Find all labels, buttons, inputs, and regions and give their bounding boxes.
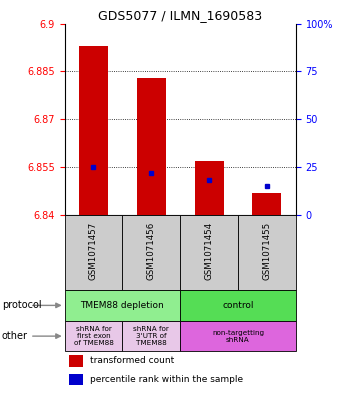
Bar (137, 78, 166, 215)
Text: protocol: protocol (2, 300, 41, 310)
Bar (238, 215, 296, 290)
Text: GSM1071454: GSM1071454 (205, 222, 214, 280)
Bar (194, 161, 224, 215)
Text: GSM1071455: GSM1071455 (262, 222, 271, 280)
Bar (65, 290, 180, 321)
Text: control: control (222, 301, 254, 310)
Text: GSM1071456: GSM1071456 (147, 222, 156, 280)
Text: shRNA for
3'UTR of
TMEM88: shRNA for 3'UTR of TMEM88 (133, 326, 169, 346)
Text: shRNA for
first exon
of TMEM88: shRNA for first exon of TMEM88 (73, 326, 114, 346)
Bar (69, 374, 83, 385)
Text: other: other (2, 331, 28, 341)
Bar (180, 290, 296, 321)
Bar (122, 321, 180, 351)
Bar (252, 193, 281, 215)
Bar (69, 355, 83, 367)
Bar (180, 321, 296, 351)
Title: GDS5077 / ILMN_1690583: GDS5077 / ILMN_1690583 (98, 9, 262, 22)
Bar (122, 215, 180, 290)
Bar (180, 215, 238, 290)
Text: TMEM88 depletion: TMEM88 depletion (81, 301, 164, 310)
Bar (65, 215, 122, 290)
Bar (79, 46, 108, 215)
Text: GSM1071457: GSM1071457 (89, 222, 98, 280)
Text: transformed count: transformed count (90, 356, 174, 365)
Text: percentile rank within the sample: percentile rank within the sample (90, 375, 243, 384)
Bar (65, 321, 122, 351)
Text: non-targetting
shRNA: non-targetting shRNA (212, 330, 264, 343)
